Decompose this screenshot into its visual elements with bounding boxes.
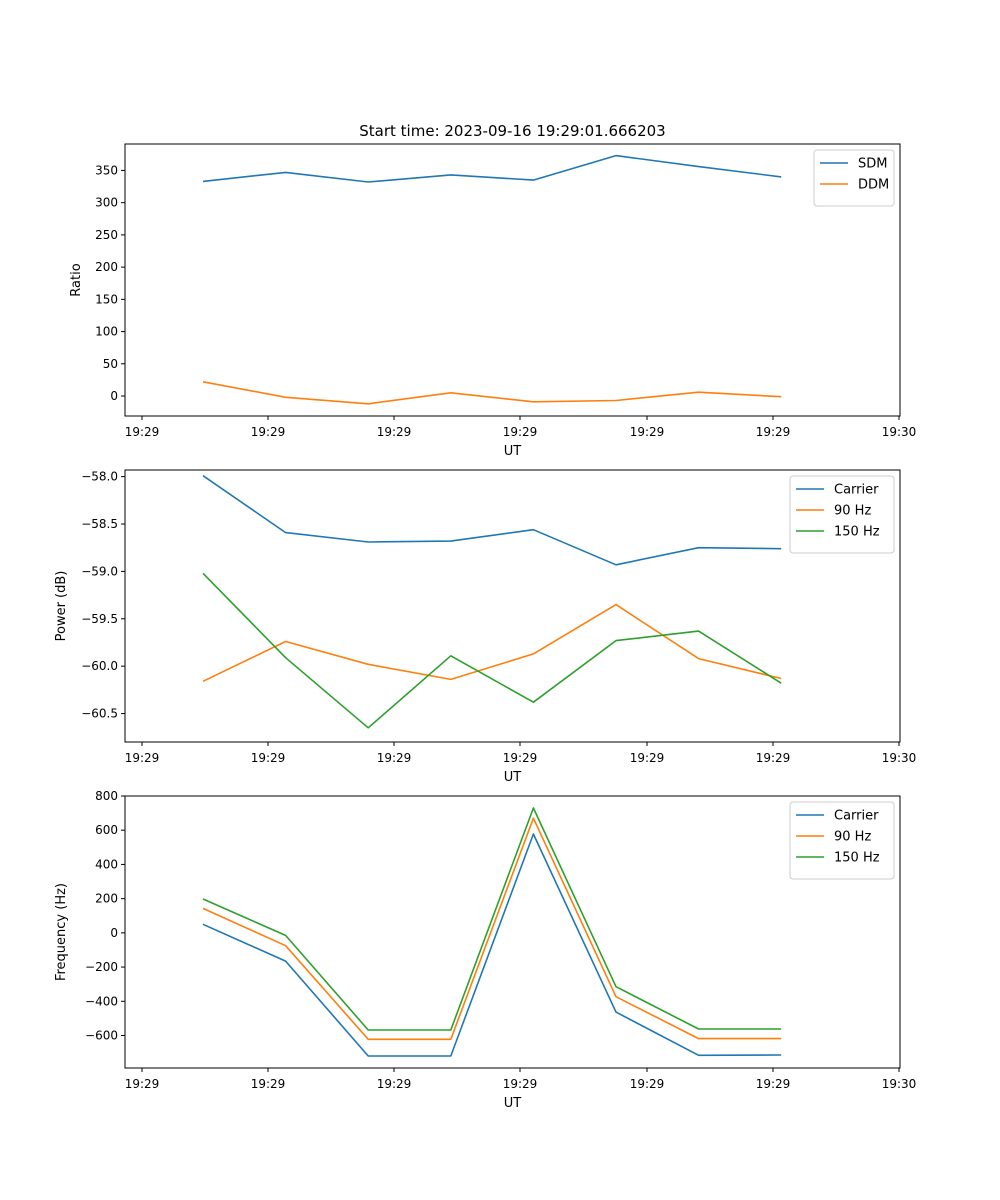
- x-tick-label: 19:30: [882, 1077, 917, 1091]
- legend: Carrier 90 Hz 150 Hz: [789, 475, 895, 554]
- series-line-sdm: [202, 154, 782, 183]
- y-tick-label: 600: [95, 823, 118, 837]
- x-tick-label: 19:29: [503, 1077, 538, 1091]
- x-tick-label: 19:29: [377, 425, 412, 439]
- y-axis-label: Power (dB): [54, 571, 69, 642]
- y-tick-label: −600: [85, 1028, 118, 1042]
- x-tick-label: 19:29: [756, 425, 791, 439]
- power-panel: 19:29 19:29 19:29 19:29 19:29 19:29 19:30 −60.5…: [54, 469, 917, 785]
- x-tick-label: 19:30: [882, 425, 917, 439]
- y-tick-label: −60.5: [81, 707, 118, 721]
- legend-label: 150 Hz: [834, 525, 880, 540]
- y-tick-label: 350: [95, 163, 118, 177]
- legend-label: 90 Hz: [834, 504, 871, 519]
- legend-box: [789, 801, 895, 880]
- y-tick-label: 250: [95, 228, 118, 242]
- legend-label: SDM: [858, 157, 887, 172]
- y-axis-label: Frequency (Hz): [54, 883, 69, 981]
- series-line-90-hz: [202, 817, 782, 1041]
- x-axis-label: UT: [504, 770, 522, 785]
- x-tick-label: 19:29: [251, 1077, 286, 1091]
- y-tick-label: 150: [95, 292, 118, 306]
- x-tick-label: 19:30: [882, 751, 917, 765]
- axes-frame: [124, 143, 901, 417]
- x-tick-label: 19:29: [756, 1077, 791, 1091]
- y-tick-label: 50: [103, 357, 118, 371]
- x-tick-label: 19:29: [251, 425, 286, 439]
- y-tick-label: 200: [95, 892, 118, 906]
- y-tick-label: −400: [85, 994, 118, 1008]
- axes-frame: [124, 795, 901, 1069]
- legend-box: [789, 475, 895, 554]
- y-tick-label: 800: [95, 789, 118, 803]
- legend-label: 90 Hz: [834, 830, 871, 845]
- y-tick-label: 300: [95, 196, 118, 210]
- series-line-carrier: [202, 475, 782, 566]
- x-tick-label: 19:29: [377, 751, 412, 765]
- frequency-panel: 19:29 19:29 19:29 19:29 19:29 19:29 19:30 −600 −…: [54, 789, 916, 1111]
- x-axis-label: UT: [504, 444, 522, 459]
- legend-label: 150 Hz: [834, 851, 880, 866]
- x-tick-label: 19:29: [630, 751, 665, 765]
- x-tick-label: 19:29: [251, 751, 286, 765]
- legend: SDM DDM: [813, 149, 895, 207]
- y-tick-label: −60.0: [81, 659, 118, 673]
- y-tick-label: −59.0: [81, 564, 118, 578]
- legend-box: [813, 149, 895, 207]
- x-tick-label: 19:29: [630, 425, 665, 439]
- x-tick-label: 19:29: [630, 1077, 665, 1091]
- axes-frame: [124, 469, 901, 743]
- x-tick-label: 19:29: [377, 1077, 412, 1091]
- series-line-150-hz: [202, 807, 782, 1031]
- x-tick-label: 19:29: [503, 425, 538, 439]
- x-tick-label: 19:29: [125, 751, 160, 765]
- x-tick-label: 19:29: [756, 751, 791, 765]
- x-tick-label: 19:29: [125, 425, 160, 439]
- series-line-90-hz: [202, 603, 782, 683]
- x-tick-label: 19:29: [125, 1077, 160, 1091]
- y-tick-label: −58.0: [81, 470, 118, 484]
- y-tick-label: 200: [95, 260, 118, 274]
- y-tick-label: −59.5: [81, 612, 118, 626]
- series-line-carrier: [202, 833, 782, 1057]
- series-line-ddm: [202, 381, 782, 405]
- x-axis-label: UT: [504, 1096, 522, 1111]
- x-tick-label: 19:29: [503, 751, 538, 765]
- ratio-panel: 19:29 19:29 19:29 19:29 19:29 19:29 19:30 0 50 10…: [69, 143, 917, 459]
- y-tick-label: 0: [110, 926, 118, 940]
- y-tick-label: −200: [85, 960, 118, 974]
- y-tick-label: 0: [110, 389, 118, 403]
- y-tick-label: 100: [95, 325, 118, 339]
- series-line-150-hz: [202, 572, 782, 729]
- legend: Carrier 90 Hz 150 Hz: [789, 801, 895, 880]
- legend-label: Carrier: [834, 483, 879, 498]
- y-tick-label: −58.5: [81, 517, 118, 531]
- figure-title: Start time: 2023-09-16 19:29:01.666203: [359, 122, 665, 140]
- legend-label: DDM: [858, 178, 889, 193]
- legend-label: Carrier: [834, 809, 879, 824]
- y-axis-label: Ratio: [69, 263, 84, 296]
- y-tick-label: 400: [95, 857, 118, 871]
